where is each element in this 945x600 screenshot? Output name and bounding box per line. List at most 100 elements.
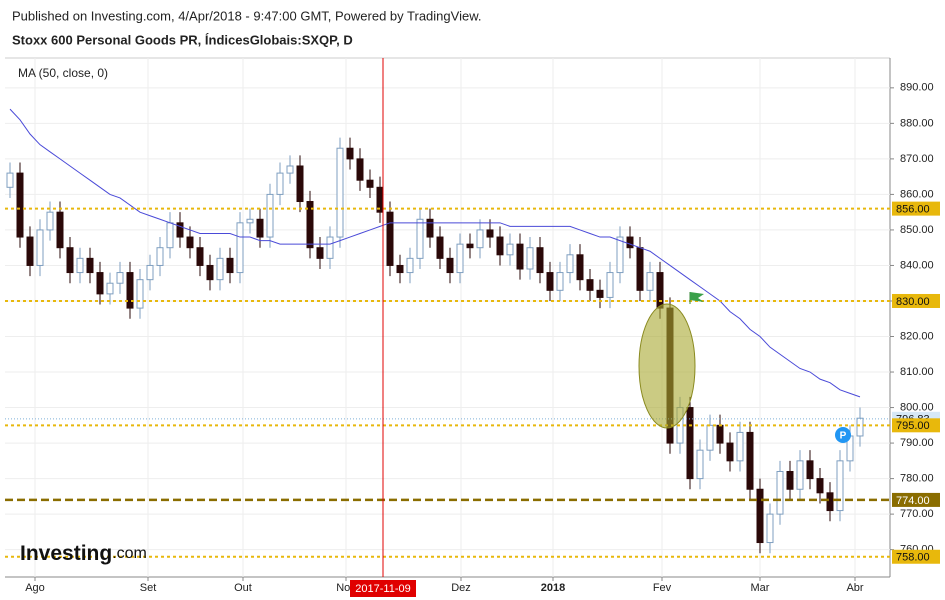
candle-body xyxy=(156,247,164,266)
y-tick-label: 790.00 xyxy=(900,437,934,449)
x-tick-label: Abr xyxy=(846,582,863,594)
candle-body xyxy=(826,492,834,512)
highlight-ellipse xyxy=(638,303,696,429)
x-tick-label: 2018 xyxy=(541,582,565,594)
candle-body xyxy=(466,243,474,249)
level-label-bg xyxy=(892,549,940,564)
x-tick-label: Ago xyxy=(25,582,45,594)
candle-body xyxy=(686,407,694,480)
candle-body xyxy=(6,172,14,188)
candle-body xyxy=(106,282,114,295)
level-label: 758.00 xyxy=(896,552,930,564)
y-tick-label: 880.00 xyxy=(900,117,934,129)
candle-body xyxy=(646,272,654,291)
candle-body xyxy=(556,272,564,291)
y-tick-label: 890.00 xyxy=(900,82,934,94)
candle-body xyxy=(726,442,734,462)
candle-body xyxy=(586,279,594,291)
symbol-title: Stoxx 600 Personal Goods PR, ÍndicesGlob… xyxy=(12,32,353,47)
candle-body xyxy=(206,264,214,281)
candle-body xyxy=(576,254,584,281)
y-tick-label: 800.00 xyxy=(900,401,934,413)
x-tick-label: Mar xyxy=(751,582,770,594)
candle-body xyxy=(446,257,454,274)
candle-body xyxy=(16,172,24,238)
y-tick-label: 870.00 xyxy=(900,153,934,165)
candle-body xyxy=(76,257,84,274)
candle-body xyxy=(186,236,194,249)
candle-body xyxy=(776,470,784,515)
indicator-label: MA (50, close, 0) xyxy=(18,66,108,80)
candle-body xyxy=(306,201,314,249)
candle-body xyxy=(496,236,504,256)
candle-body xyxy=(456,243,464,274)
cursor-label-bg xyxy=(350,580,416,597)
candle-body xyxy=(146,264,154,281)
level-label: 795.00 xyxy=(896,420,930,432)
candle-body xyxy=(526,247,534,270)
y-tick-label: 780.00 xyxy=(900,473,934,485)
candle-body xyxy=(236,222,244,274)
candle-body xyxy=(56,211,64,249)
flag xyxy=(689,292,704,304)
candle-body xyxy=(176,222,184,238)
published-note: Published on Investing.com, 4/Apr/2018 -… xyxy=(12,8,481,23)
candle-body xyxy=(356,158,364,181)
x-tick-label: Dez xyxy=(451,582,471,594)
candle-body xyxy=(336,147,344,238)
level-label-bg xyxy=(892,418,940,433)
candle-body xyxy=(266,193,274,238)
candle-body xyxy=(96,272,104,295)
y-tick-label: 770.00 xyxy=(900,508,934,520)
candle-body xyxy=(506,243,514,256)
candle-body xyxy=(546,272,554,291)
candle-body xyxy=(516,243,524,270)
candle-body xyxy=(766,513,774,544)
candle-body xyxy=(86,257,94,274)
candle-body xyxy=(756,488,764,544)
candle-body xyxy=(566,254,574,274)
candle-body xyxy=(216,257,224,281)
candle-body xyxy=(366,179,374,188)
level-label-bg xyxy=(892,201,940,216)
candle-body xyxy=(416,218,424,259)
candle-body xyxy=(476,229,484,249)
candle-body xyxy=(856,417,864,437)
candle-body xyxy=(596,289,604,298)
candle-body xyxy=(26,236,34,266)
candle-body xyxy=(246,218,254,224)
candle-body xyxy=(386,211,394,266)
y-tick-label: 850.00 xyxy=(900,224,934,236)
level-label: 830.00 xyxy=(896,296,930,308)
candle-body xyxy=(426,218,434,238)
candle-body xyxy=(606,272,614,298)
candle-body xyxy=(126,272,134,309)
candle-body xyxy=(396,264,404,274)
y-tick-label: 810.00 xyxy=(900,366,934,378)
candle-body xyxy=(616,236,624,274)
candle-body xyxy=(806,460,814,480)
candle-body xyxy=(696,449,704,480)
candle-body xyxy=(136,279,144,309)
candle-body xyxy=(226,257,234,274)
candle-body xyxy=(316,247,324,259)
candle-body xyxy=(796,460,804,490)
level-label-bg xyxy=(892,293,940,308)
level-label: 856.00 xyxy=(896,204,930,216)
x-tick-label: Set xyxy=(140,582,157,594)
svg-text:P: P xyxy=(840,431,847,442)
candle-body xyxy=(406,257,414,274)
p-marker[interactable]: P xyxy=(835,427,851,443)
candle-body xyxy=(346,147,354,160)
candle-body xyxy=(326,236,334,259)
candle-body xyxy=(436,236,444,259)
y-tick-label: 820.00 xyxy=(900,330,934,342)
candle-body xyxy=(836,460,844,512)
x-tick-label: Out xyxy=(234,582,252,594)
candle-body xyxy=(36,229,44,266)
level-label: 774.00 xyxy=(896,495,930,507)
candle-body xyxy=(286,165,294,174)
candle-body xyxy=(816,478,824,494)
candle-body xyxy=(536,247,544,274)
